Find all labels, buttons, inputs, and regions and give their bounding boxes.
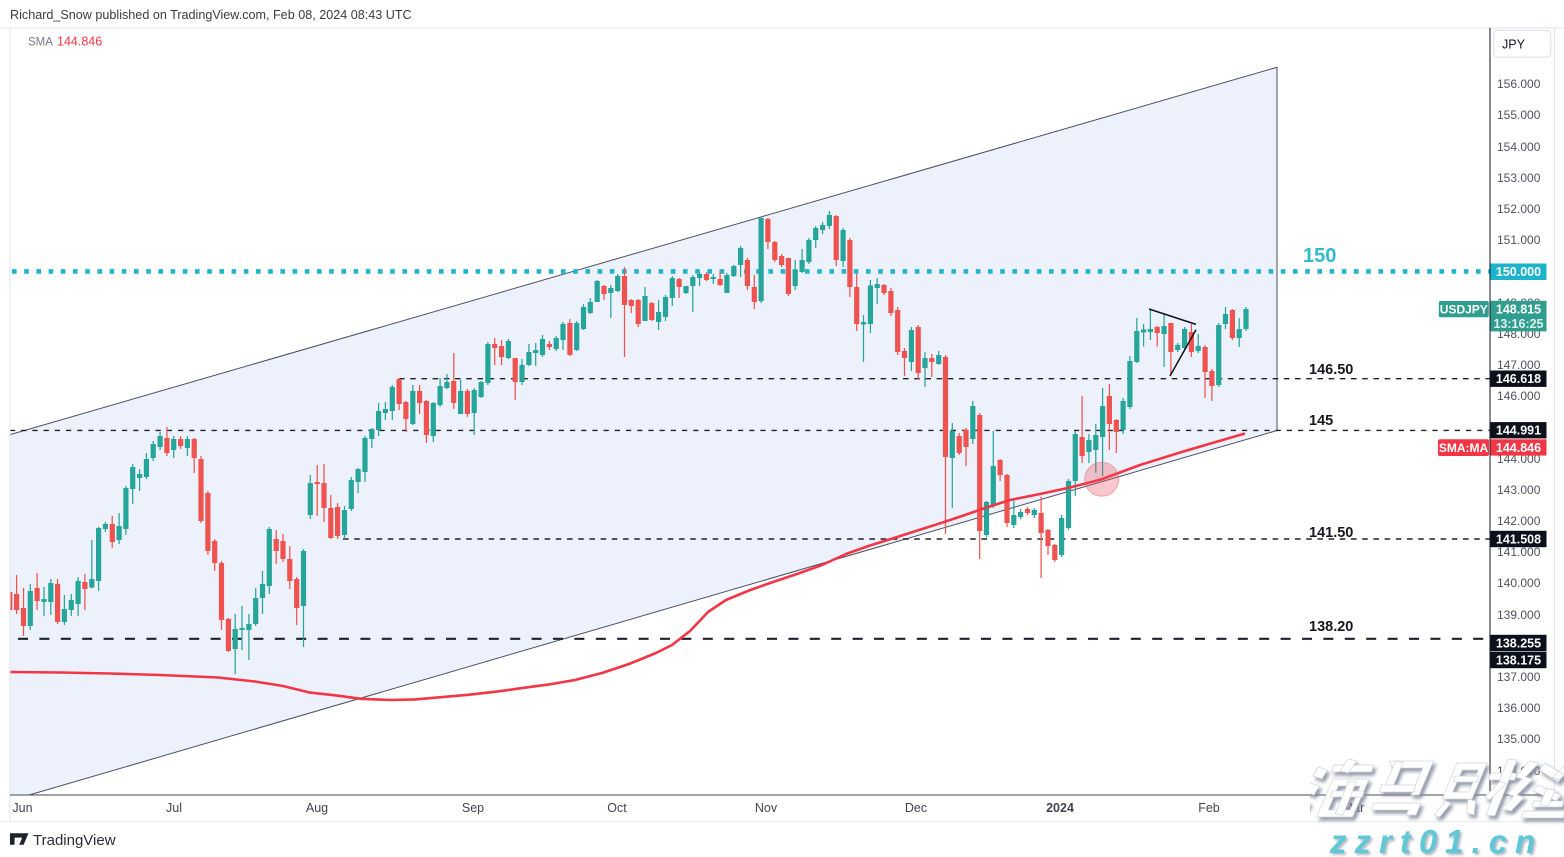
svg-text:151.000: 151.000 (1497, 233, 1541, 247)
svg-text:156.000: 156.000 (1497, 77, 1541, 91)
svg-text:144.846: 144.846 (1496, 441, 1541, 455)
svg-text:138.255: 138.255 (1496, 636, 1541, 650)
svg-text:TradingView: TradingView (33, 832, 116, 849)
svg-text:141.508: 141.508 (1496, 532, 1541, 546)
svg-text:147.000: 147.000 (1497, 358, 1541, 372)
svg-text:152.000: 152.000 (1497, 202, 1541, 216)
svg-text:144.991: 144.991 (1496, 424, 1541, 438)
svg-text:USDJPY: USDJPY (1440, 303, 1488, 317)
svg-text:2024: 2024 (1046, 801, 1074, 815)
svg-text:Aug: Aug (306, 801, 328, 815)
svg-text:146.000: 146.000 (1497, 389, 1541, 403)
svg-text:144.846: 144.846 (57, 35, 102, 49)
svg-text:143.000: 143.000 (1497, 483, 1541, 497)
svg-text:138.175: 138.175 (1496, 653, 1541, 667)
svg-text:141.50: 141.50 (1309, 525, 1353, 541)
svg-text:140.000: 140.000 (1497, 576, 1541, 590)
svg-text:153.000: 153.000 (1497, 171, 1541, 185)
svg-text:Richard_Snow published on Trad: Richard_Snow published on TradingView.co… (10, 8, 412, 22)
svg-text:142.000: 142.000 (1497, 514, 1541, 528)
svg-text:JPY: JPY (1502, 38, 1526, 52)
svg-text:155.000: 155.000 (1497, 108, 1541, 122)
svg-text:Jul: Jul (166, 801, 182, 815)
svg-text:150: 150 (1303, 245, 1336, 267)
svg-text:138.20: 138.20 (1309, 619, 1353, 635)
svg-text:Feb: Feb (1198, 801, 1220, 815)
svg-text:135.000: 135.000 (1497, 732, 1541, 746)
svg-text:154.000: 154.000 (1497, 140, 1541, 154)
svg-text:Jun: Jun (12, 801, 32, 815)
svg-text:13:16:25: 13:16:25 (1493, 317, 1543, 331)
svg-text:146.50: 146.50 (1309, 362, 1353, 378)
svg-text:150.000: 150.000 (1496, 265, 1541, 279)
svg-text:137.000: 137.000 (1497, 670, 1541, 684)
svg-text:141.000: 141.000 (1497, 545, 1541, 559)
svg-text:Sep: Sep (462, 801, 484, 815)
svg-text:139.000: 139.000 (1497, 608, 1541, 622)
svg-text:Dec: Dec (905, 801, 927, 815)
svg-text:146.618: 146.618 (1496, 372, 1541, 386)
svg-text:136.000: 136.000 (1497, 701, 1541, 715)
svg-text:145: 145 (1309, 413, 1333, 429)
svg-text:SMA:MA: SMA:MA (1439, 441, 1489, 455)
svg-text:148.815: 148.815 (1496, 303, 1541, 317)
svg-text:SMA: SMA (28, 37, 53, 49)
svg-text:Nov: Nov (755, 801, 778, 815)
svg-text:Oct: Oct (607, 801, 627, 815)
